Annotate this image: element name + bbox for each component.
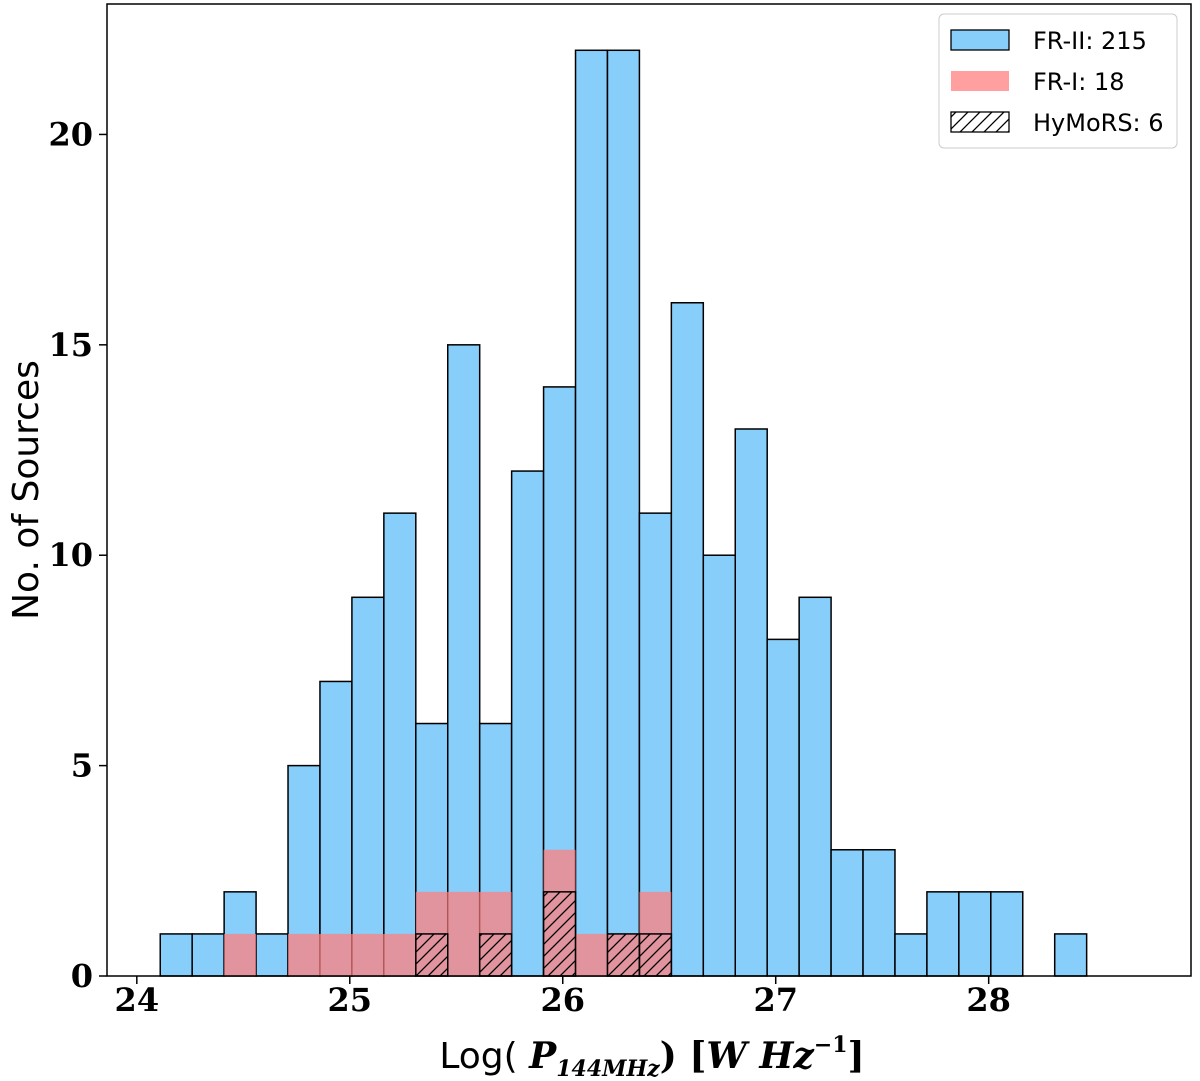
- fr2-bar: [830, 849, 864, 977]
- fr2-bar: [734, 428, 768, 977]
- x-tick-label: 25: [328, 981, 373, 1019]
- hymors-bar: [606, 933, 641, 977]
- legend-label-fr1: FR-I: 18: [1033, 68, 1125, 96]
- x-tick-label: 27: [753, 981, 798, 1019]
- fr2-bar: [798, 596, 832, 977]
- fr2-bar: [383, 512, 417, 977]
- fr2-bar: [191, 933, 225, 977]
- y-tick-label: 10: [48, 536, 93, 574]
- fr1-bar: [383, 933, 416, 976]
- y-tick-label: 5: [71, 747, 93, 785]
- legend-swatch-fr1: [951, 71, 1009, 91]
- plot-frame: [106, 3, 1192, 977]
- hymors-bar: [478, 933, 513, 977]
- fr1-bar: [575, 933, 608, 976]
- legend-label-fr2: FR-II: 215: [1033, 27, 1147, 55]
- fr2-bar: [255, 933, 289, 977]
- y-axis-ticks: 0 5 10 15 20: [48, 115, 107, 995]
- fr2-bar: [926, 891, 960, 977]
- legend: FR-II: 215 FR-I: 18 HyMoRS: 6: [938, 13, 1178, 149]
- y-tick-label: 0: [71, 957, 93, 995]
- fr2-bar: [606, 49, 641, 977]
- fr2-bar: [319, 680, 353, 977]
- fr1-bar: [447, 891, 480, 976]
- fr2-bar: [990, 891, 1024, 977]
- y-axis-label: No. of Sources: [6, 360, 47, 620]
- legend-swatch-fr2: [950, 29, 1010, 51]
- y-tick-label: 20: [48, 115, 93, 153]
- fr2-bar: [351, 596, 385, 977]
- fr2-bar: [766, 638, 800, 977]
- legend-swatch-hymors: [950, 111, 1010, 133]
- hymors-bar: [415, 933, 449, 977]
- fr2-bar: [958, 891, 992, 977]
- legend-label-hymors: HyMoRS: 6: [1033, 109, 1164, 137]
- fr2-bar: [510, 470, 545, 977]
- x-tick-label: 24: [115, 981, 160, 1019]
- hymors-bar: [542, 891, 577, 977]
- fr2-bars: [159, 49, 1088, 977]
- fr2-bar: [1053, 933, 1088, 977]
- fr2-bar: [862, 849, 896, 977]
- fr2-bar: [894, 933, 928, 977]
- fr2-bar: [446, 344, 481, 977]
- fr2-bar: [670, 302, 705, 977]
- fr2-bar: [159, 933, 193, 977]
- fr2-bar: [574, 49, 609, 977]
- x-axis-ticks: 24 25 26 27 28: [115, 976, 1011, 1019]
- fr1-bar: [351, 933, 384, 976]
- fr1-bar: [224, 933, 257, 976]
- x-tick-label: 28: [966, 981, 1011, 1019]
- y-tick-label: 15: [48, 326, 93, 364]
- fr1-bar: [288, 933, 320, 976]
- hymors-bar: [638, 933, 673, 977]
- fr2-bar: [702, 554, 737, 977]
- x-axis-label: Log( P144MHz) [W Hz−1]: [439, 1032, 864, 1081]
- x-tick-label: 26: [540, 981, 585, 1019]
- fr1-bar: [319, 933, 352, 976]
